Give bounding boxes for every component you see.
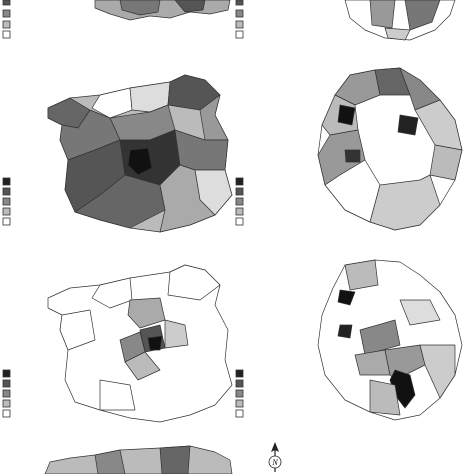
legend-row3-right <box>235 369 244 418</box>
map-bottom-left <box>44 445 233 474</box>
north-arrow-head <box>271 442 279 452</box>
north-label: N <box>271 458 278 467</box>
legend-top-right <box>235 0 244 39</box>
map-top-right <box>344 0 456 41</box>
map-row2-left <box>47 74 233 233</box>
legend-top-left <box>2 0 11 39</box>
legend-row3-left <box>2 369 11 418</box>
north-arrow-circle <box>268 455 282 469</box>
map-row3-left <box>47 264 233 423</box>
map-row2-right <box>317 67 463 231</box>
map-row3-right <box>317 259 463 421</box>
legend-row2-left <box>2 177 11 226</box>
north-arrow: N <box>268 442 282 472</box>
legend-row2-right <box>235 177 244 226</box>
map-top-left <box>94 0 231 21</box>
